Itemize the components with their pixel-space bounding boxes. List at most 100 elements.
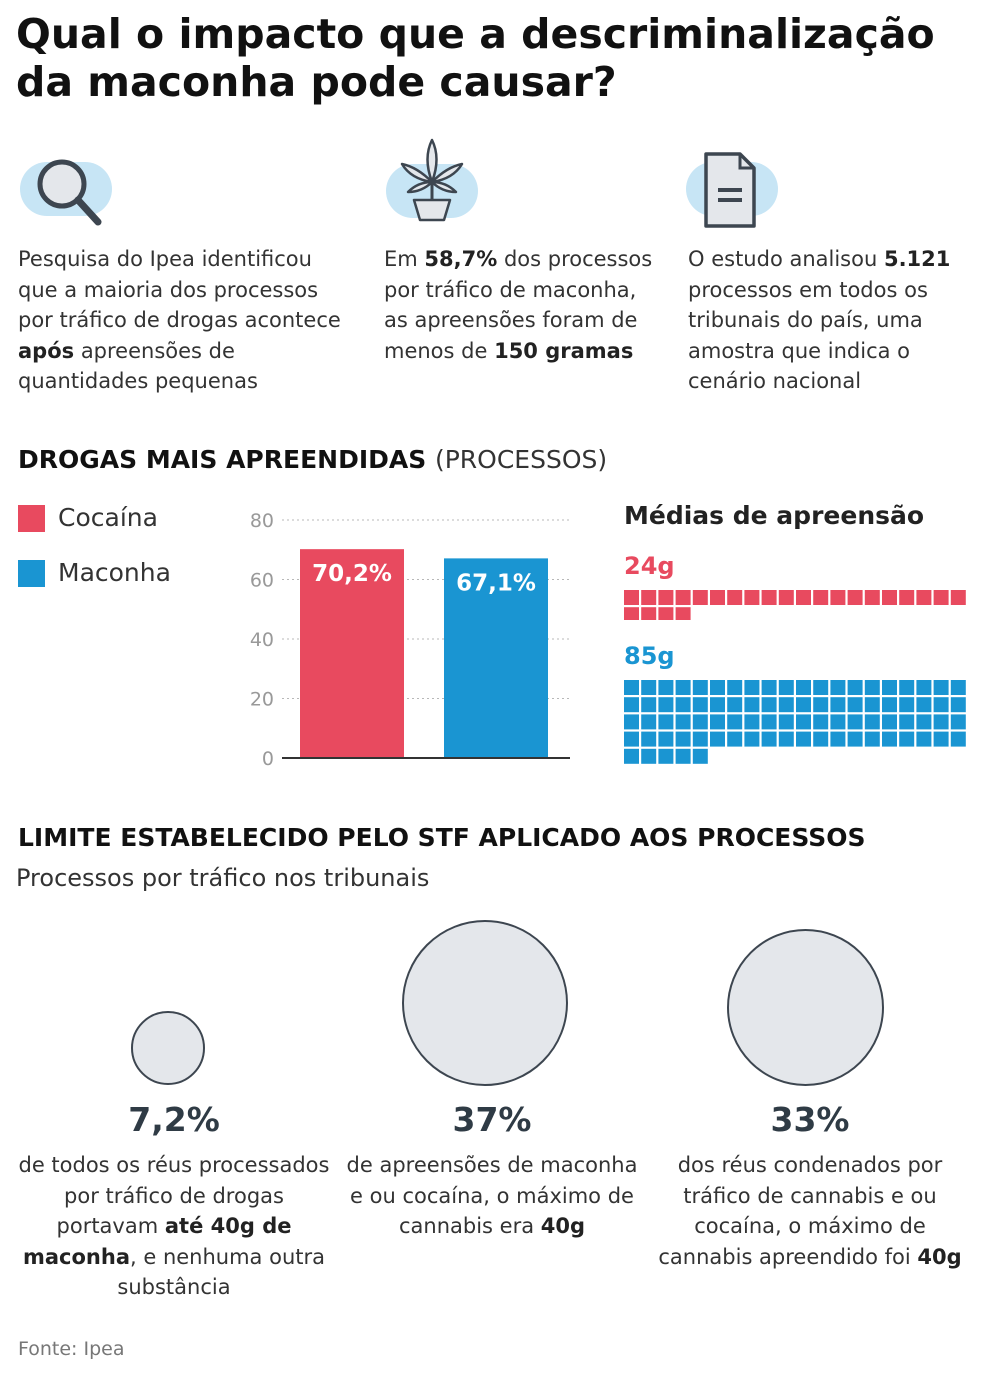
text-segment: 58,7% bbox=[424, 247, 498, 271]
waffle-unit bbox=[916, 731, 932, 747]
stf-section-heading: LIMITE ESTABELECIDO PELO STF APLICADO AO… bbox=[18, 823, 866, 852]
waffle-unit bbox=[744, 697, 760, 713]
waffle-unit bbox=[658, 748, 674, 764]
waffle-unit bbox=[710, 714, 725, 730]
waffle-unit bbox=[692, 680, 708, 695]
text-segment: 150 gramas bbox=[494, 338, 634, 363]
waffle-unit bbox=[641, 607, 657, 620]
waffle-unit bbox=[796, 590, 811, 605]
bubble-7-2-percent bbox=[131, 1011, 205, 1085]
waffle-unit bbox=[624, 590, 639, 605]
waffle-unit bbox=[761, 731, 777, 747]
waffle-unit bbox=[796, 714, 811, 730]
stat-percent-1: 7,2% bbox=[128, 1100, 220, 1139]
waffle-unit bbox=[624, 748, 639, 764]
waffle-unit bbox=[899, 731, 915, 747]
waffle-unit bbox=[813, 731, 829, 747]
text-segment: processos em todos os tribunais do país,… bbox=[688, 277, 928, 394]
waffle-unit bbox=[933, 590, 949, 605]
waffle-unit bbox=[916, 590, 932, 605]
stat-percent-3: 33% bbox=[770, 1100, 850, 1139]
drugs-section-heading: DROGAS MAIS APREENDIDAS (PROCESSOS) bbox=[18, 444, 607, 476]
text-segment: O estudo analisou bbox=[688, 247, 884, 271]
waffle-unit bbox=[641, 714, 657, 730]
waffle-unit bbox=[710, 697, 725, 713]
waffle-unit bbox=[692, 748, 708, 764]
average-label-cocaina: 24g bbox=[624, 552, 675, 580]
stat-description-2: de apreensões de maconha e ou cocaína, o… bbox=[332, 1150, 652, 1242]
waffle-unit bbox=[830, 697, 846, 713]
waffle-unit bbox=[692, 714, 708, 730]
waffle-unit bbox=[624, 680, 639, 695]
waffle-unit bbox=[744, 680, 760, 695]
document-icon bbox=[682, 150, 782, 240]
waffle-unit bbox=[624, 607, 639, 620]
source-note: Fonte: Ipea bbox=[18, 1338, 125, 1360]
waffle-unit bbox=[658, 731, 674, 747]
waffle-unit bbox=[933, 714, 949, 730]
waffle-unit bbox=[744, 714, 760, 730]
text-segment: de apreensões de maconha e ou cocaína, o… bbox=[346, 1153, 638, 1238]
waffle-unit bbox=[727, 590, 743, 605]
waffle-unit bbox=[916, 697, 932, 713]
text-segment: 5.121 bbox=[883, 247, 951, 271]
stat-description-1: de todos os réus processados por tráfico… bbox=[14, 1150, 334, 1303]
fact-text-3: O estudo analisou 5.121 processos em tod… bbox=[688, 244, 978, 397]
stat-percent-2: 37% bbox=[452, 1100, 532, 1139]
waffle-unit bbox=[658, 714, 674, 730]
waffle-unit bbox=[933, 697, 949, 713]
waffle-unit bbox=[710, 680, 725, 695]
waffle-unit bbox=[778, 731, 794, 747]
fact-text-1: Pesquisa do Ipea identificou que a maior… bbox=[18, 244, 358, 397]
stf-section-subheading: Processos por tráfico nos tribunais bbox=[16, 864, 430, 892]
waffle-unit bbox=[864, 590, 880, 605]
waffle-unit bbox=[864, 697, 880, 713]
waffle-unit bbox=[830, 680, 846, 695]
waffle-unit bbox=[744, 731, 760, 747]
waffle-unit bbox=[813, 714, 829, 730]
text-segment: Em bbox=[384, 247, 425, 271]
waffle-unit bbox=[813, 590, 829, 605]
waffle-unit bbox=[778, 680, 794, 695]
waffle-unit bbox=[675, 697, 691, 713]
waffle-unit bbox=[675, 714, 691, 730]
waffle-unit bbox=[916, 680, 932, 695]
text-segment: após bbox=[18, 338, 75, 363]
waffle-unit bbox=[813, 680, 829, 695]
text-segment: dos processos por tráfico de maconha, as… bbox=[384, 247, 653, 363]
waffle-unit bbox=[710, 731, 725, 747]
text-segment: , e nenhuma outra substância bbox=[117, 1244, 325, 1300]
waffle-unit bbox=[882, 590, 897, 605]
waffle-unit bbox=[950, 731, 966, 747]
legend-label-cocaina: Cocaína bbox=[58, 503, 158, 532]
waffle-unit bbox=[950, 697, 966, 713]
waffle-unit bbox=[864, 680, 880, 695]
waffle-unit bbox=[933, 731, 949, 747]
y-tick-label: 60 bbox=[250, 570, 274, 592]
waffle-unit bbox=[830, 731, 846, 747]
legend-swatch-maconha bbox=[18, 560, 45, 587]
waffle-unit bbox=[778, 590, 794, 605]
magnifier-icon bbox=[18, 150, 118, 240]
waffle-unit bbox=[882, 731, 897, 747]
waffle-maconha bbox=[624, 680, 966, 764]
waffle-unit bbox=[658, 680, 674, 695]
waffle-unit bbox=[641, 731, 657, 747]
waffle-unit bbox=[675, 607, 691, 620]
waffle-unit bbox=[882, 697, 897, 713]
waffle-unit bbox=[882, 680, 897, 695]
waffle-unit bbox=[675, 731, 691, 747]
waffle-unit bbox=[675, 680, 691, 695]
waffle-unit bbox=[624, 731, 639, 747]
text-segment: até 40g de maconha bbox=[23, 1214, 292, 1269]
waffle-unit bbox=[950, 680, 966, 695]
waffle-unit bbox=[761, 697, 777, 713]
text-segment: apreensões de quantidades pequenas bbox=[18, 338, 258, 394]
waffle-unit bbox=[899, 697, 915, 713]
y-tick-label: 20 bbox=[250, 689, 274, 711]
waffle-unit bbox=[796, 680, 811, 695]
waffle-unit bbox=[692, 731, 708, 747]
waffle-unit bbox=[710, 590, 725, 605]
text-segment: Pesquisa do Ipea identificou que a maior… bbox=[18, 247, 341, 332]
waffle-unit bbox=[847, 680, 863, 695]
